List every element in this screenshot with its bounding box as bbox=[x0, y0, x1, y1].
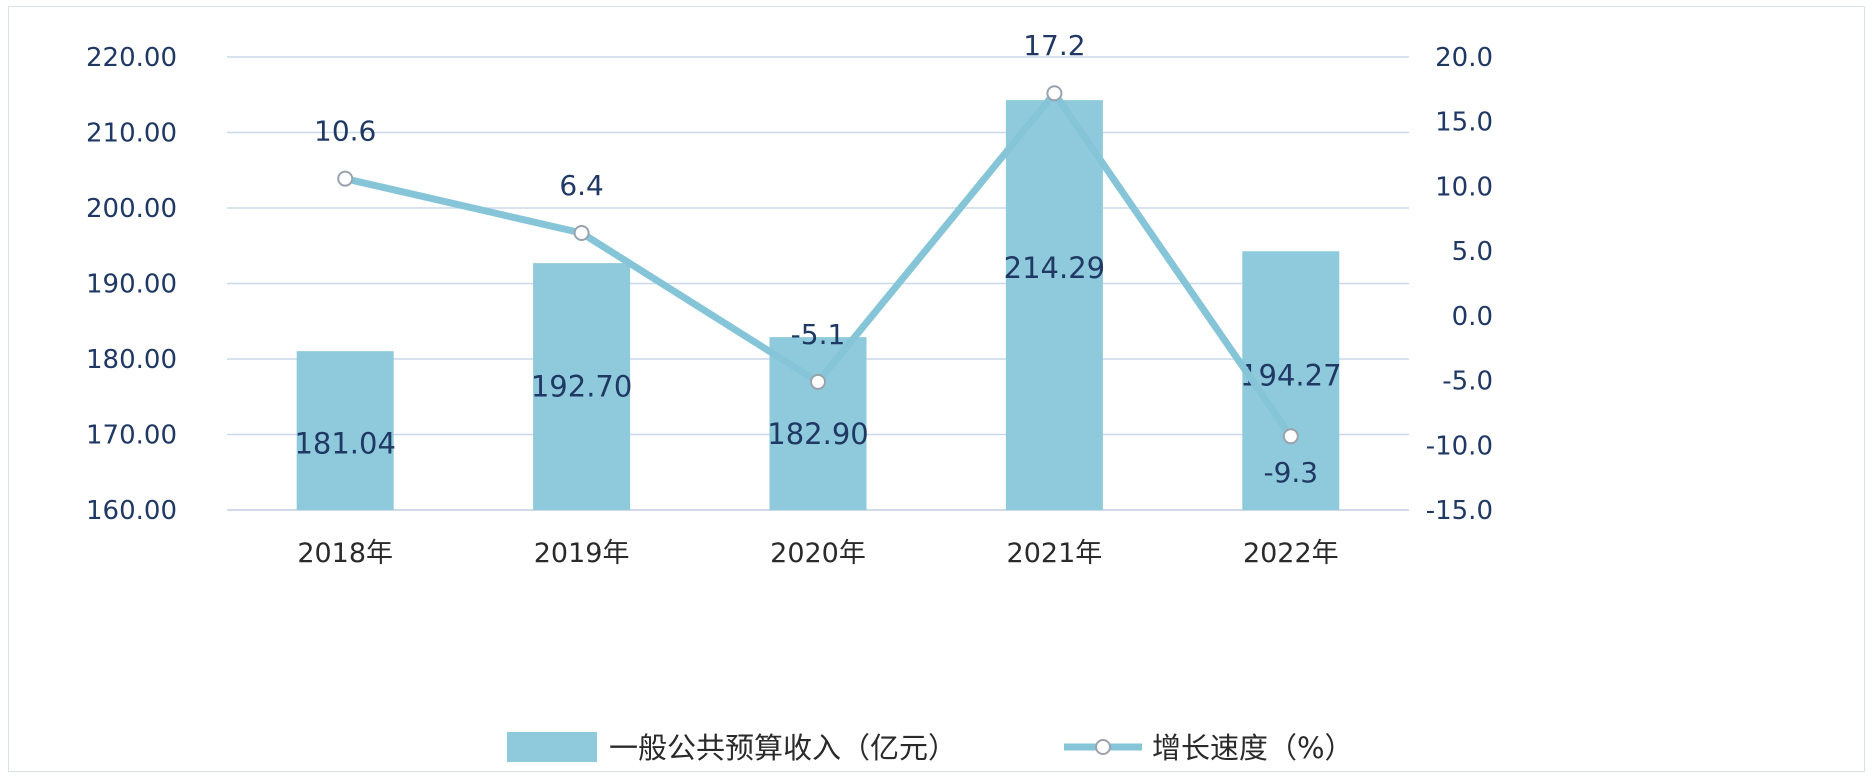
line-point-marker bbox=[337, 170, 354, 187]
left-axis-tick-label: 160.00 bbox=[86, 496, 177, 526]
legend: 一般公共预算收入（亿元） 增长速度（%） bbox=[507, 731, 1354, 765]
line-data-label: 10.6 bbox=[314, 115, 376, 148]
line-point-marker bbox=[1282, 428, 1299, 445]
line-data-label: -9.3 bbox=[1263, 456, 1318, 489]
left-axis-tick-label: 190.00 bbox=[86, 270, 177, 300]
legend-line-marker bbox=[1095, 739, 1111, 755]
x-axis-tick-label: 2020年 bbox=[770, 538, 866, 569]
chart-container: 181.04 192.70 182.90 214.29 194.27 10.6 6.4 -5… bbox=[8, 6, 1865, 772]
bar bbox=[1242, 251, 1340, 510]
legend-bar-label: 一般公共预算收入（亿元） bbox=[609, 731, 957, 765]
left-axis-tick-label: 210.00 bbox=[86, 119, 177, 149]
right-axis-tick-label: 5.0 bbox=[1452, 237, 1493, 267]
bar bbox=[1005, 100, 1103, 510]
bar-series bbox=[296, 100, 1340, 510]
line-data-label: -5.1 bbox=[791, 318, 846, 351]
x-axis-tick-label: 2021年 bbox=[1007, 538, 1103, 569]
bar-data-label: 182.90 bbox=[767, 417, 868, 451]
bar-data-label: 181.04 bbox=[294, 426, 395, 460]
left-axis-tick-label: 180.00 bbox=[86, 345, 177, 375]
bar-data-label: 192.70 bbox=[531, 370, 632, 404]
left-axis-tick-label: 200.00 bbox=[86, 194, 177, 224]
line-data-labels: 10.6 6.4 -5.1 17.2 -9.3 bbox=[314, 29, 1318, 489]
right-axis-tick-label: 20.0 bbox=[1435, 43, 1493, 73]
line-point-marker bbox=[810, 373, 826, 390]
line-point-marker bbox=[1046, 85, 1063, 102]
x-axis-tick-label: 2018年 bbox=[297, 538, 393, 569]
bar bbox=[533, 263, 631, 510]
bar bbox=[769, 337, 867, 510]
right-axis-tick-label: 10.0 bbox=[1435, 172, 1493, 202]
left-axis: 220.00 210.00 200.00 190.00 180.00 170.00 160.… bbox=[86, 43, 177, 526]
right-axis: 20.0 15.0 10.0 5.0 0.0 -5.0 -10.0 -15.0 bbox=[1426, 43, 1493, 526]
x-axis-tick-label: 2022年 bbox=[1243, 538, 1339, 569]
right-axis-tick-label: 0.0 bbox=[1452, 302, 1493, 332]
line-data-label: 17.2 bbox=[1023, 29, 1085, 62]
right-axis-tick-label: -15.0 bbox=[1426, 496, 1493, 526]
legend-bar-swatch bbox=[507, 732, 597, 762]
bar bbox=[296, 351, 394, 510]
left-axis-tick-label: 170.00 bbox=[86, 421, 177, 451]
legend-line-label: 增长速度（%） bbox=[1152, 731, 1354, 765]
x-axis: 2018年 2019年 2020年 2021年 2022年 bbox=[297, 538, 1338, 569]
right-axis-tick-label: 15.0 bbox=[1435, 108, 1493, 138]
left-axis-tick-label: 220.00 bbox=[86, 43, 177, 73]
x-axis-tick-label: 2019年 bbox=[534, 538, 630, 569]
right-axis-tick-label: -10.0 bbox=[1426, 431, 1493, 461]
right-axis-tick-label: -5.0 bbox=[1442, 367, 1493, 397]
line-series bbox=[337, 85, 1299, 445]
bar-data-label: 214.29 bbox=[1004, 251, 1105, 285]
line-data-label: 6.4 bbox=[559, 169, 604, 202]
line-point-marker bbox=[573, 225, 590, 242]
